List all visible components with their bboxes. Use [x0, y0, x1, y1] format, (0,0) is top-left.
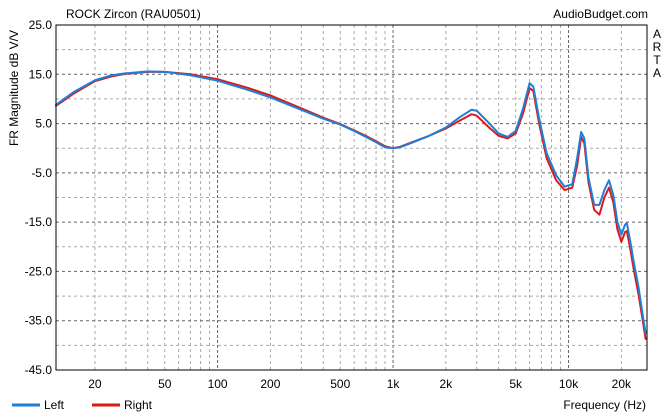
y-tick-label: -15.0: [25, 215, 53, 229]
plot-frame: [55, 24, 648, 371]
y-tick-label: -45.0: [25, 363, 53, 377]
series-line-left: [55, 70, 647, 335]
y-tick-labels: 25.0 15.0 5.0 -5.0 -15.0 -25.0 -35.0 -45.0: [25, 18, 53, 377]
side-label-letter: T: [653, 53, 661, 67]
x-axis-label: Frequency (Hz): [563, 398, 646, 412]
legend-label-right: Right: [124, 398, 153, 412]
y-tick-label: -5.0: [31, 166, 52, 180]
y-tick-label: -25.0: [25, 264, 53, 278]
x-tick-label: 1k: [387, 377, 401, 391]
watermark: AudioBudget.com: [553, 7, 648, 21]
legend: Left Right: [12, 398, 153, 412]
side-label-letter: A: [653, 27, 661, 41]
x-tick-labels: 20 50 100 200 500 1k 2k 5k 10k 20k: [88, 377, 632, 391]
legend-label-left: Left: [44, 398, 65, 412]
x-tick-label: 100: [208, 377, 228, 391]
x-tick-label: 2k: [440, 377, 454, 391]
x-tick-label: 500: [330, 377, 350, 391]
y-axis-label: FR Magnitude dB V/V: [7, 30, 21, 146]
x-tick-label: 10k: [559, 377, 579, 391]
grid: [56, 25, 647, 370]
series-line-right: [55, 70, 647, 340]
y-tick-label: 25.0: [29, 18, 53, 32]
x-tick-label: 50: [158, 377, 172, 391]
series-lines: [55, 70, 647, 340]
x-tick-label: 5k: [509, 377, 523, 391]
x-tick-label: 20: [88, 377, 102, 391]
chart-title: ROCK Zircon (RAU0501): [66, 7, 201, 21]
side-label-letter: R: [653, 40, 662, 54]
side-label-letter: A: [653, 66, 661, 80]
x-tick-label: 200: [260, 377, 280, 391]
x-tick-label: 20k: [612, 377, 632, 391]
y-tick-label: -35.0: [25, 314, 53, 328]
y-tick-label: 5.0: [35, 117, 52, 131]
y-tick-label: 15.0: [29, 67, 53, 81]
